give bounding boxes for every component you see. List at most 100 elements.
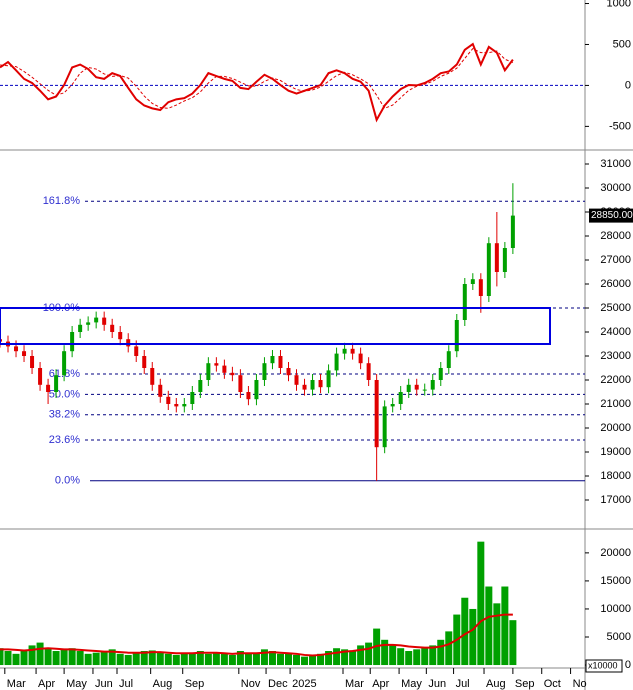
y-tick-label: 500 xyxy=(613,38,631,50)
candle-body xyxy=(326,370,331,388)
volume-bar xyxy=(4,651,12,666)
unit-box xyxy=(585,659,623,673)
volume-bar xyxy=(493,603,501,666)
volume-bar xyxy=(509,620,517,666)
y-tick-label: 20000 xyxy=(600,547,631,559)
candle-body xyxy=(374,380,379,448)
candle-body xyxy=(118,332,123,340)
volume-bar xyxy=(156,652,164,666)
fib-label: 0.0% xyxy=(55,475,80,487)
volume-bar xyxy=(333,648,341,666)
candle-body xyxy=(462,284,467,320)
volume-bar xyxy=(276,653,284,666)
volume-bar xyxy=(28,645,36,666)
volume-bar xyxy=(148,650,156,666)
volume-bar xyxy=(172,654,180,666)
candle-body xyxy=(126,339,131,347)
candle-body xyxy=(70,332,75,352)
volume-bar xyxy=(44,648,52,666)
volume-bar xyxy=(68,648,76,666)
y-tick-label: 0 xyxy=(625,79,631,91)
candle-body xyxy=(54,375,59,392)
candle-body xyxy=(294,375,299,385)
volume-bar xyxy=(341,649,349,666)
candle-body xyxy=(30,356,35,368)
candle-body xyxy=(310,380,315,390)
volume-bar xyxy=(36,642,44,666)
x-tick-label: Nov xyxy=(241,678,261,690)
y-tick-label: 10000 xyxy=(600,603,631,615)
candle-body xyxy=(366,363,371,380)
volume-bar xyxy=(52,651,60,666)
candle-body xyxy=(174,404,179,407)
candle-body xyxy=(254,380,259,400)
volume-ma xyxy=(0,613,513,657)
last-price-label: 28850.00 xyxy=(591,210,633,221)
candle-body xyxy=(414,384,419,390)
y-tick-label: 31000 xyxy=(600,158,631,170)
y-tick-label: 0 xyxy=(625,659,631,671)
volume-bar xyxy=(349,651,357,666)
candle-body xyxy=(150,368,155,385)
x-tick-label: Aug xyxy=(153,678,173,690)
fib-label: 38.2% xyxy=(49,409,80,421)
volume-bar xyxy=(413,649,421,666)
candle-body xyxy=(278,356,283,368)
x-tick-label: Dec xyxy=(268,678,288,690)
unit-label: x10000 xyxy=(588,660,618,670)
volume-bar xyxy=(461,597,469,666)
y-tick-label: 18000 xyxy=(600,470,631,482)
volume-bar xyxy=(12,653,20,666)
x-tick-label: May xyxy=(401,678,422,690)
candle-body xyxy=(134,346,139,356)
x-tick-label: Jun xyxy=(95,678,113,690)
candle-body xyxy=(222,365,227,373)
y-tick-label: 24000 xyxy=(600,326,631,338)
volume-bar xyxy=(309,654,317,666)
x-tick-label: Aug xyxy=(486,678,506,690)
y-tick-label: 21000 xyxy=(600,398,631,410)
y-tick-label: 27000 xyxy=(600,254,631,266)
candle-body xyxy=(14,346,19,352)
volume-bar xyxy=(164,653,172,666)
candle-body xyxy=(182,404,187,407)
candle-body xyxy=(486,243,491,296)
candle-body xyxy=(430,380,435,390)
candle-body xyxy=(166,396,171,404)
candle-body xyxy=(318,380,323,388)
volume-bar xyxy=(212,652,220,666)
volume-bar xyxy=(381,639,389,666)
candle-body xyxy=(502,248,507,272)
candle-body xyxy=(94,317,99,323)
volume-bar xyxy=(365,642,373,666)
volume-bar xyxy=(485,586,493,666)
y-tick-label: 22000 xyxy=(600,374,631,386)
volume-bar xyxy=(60,649,68,666)
y-tick-label: 26000 xyxy=(600,278,631,290)
candle-body xyxy=(390,404,395,407)
x-tick-label: Jul xyxy=(456,678,470,690)
x-tick-label: Jun xyxy=(428,678,446,690)
x-tick-label: 2025 xyxy=(292,678,316,690)
volume-bar xyxy=(188,652,196,666)
y-tick-label: 5000 xyxy=(607,631,631,643)
volume-bar xyxy=(421,648,429,666)
y-tick-label: -500 xyxy=(609,120,631,132)
candle-body xyxy=(470,279,475,284)
volume-bar xyxy=(76,651,84,666)
candle-body xyxy=(190,392,195,404)
last-price-box xyxy=(589,208,633,223)
volume-bar xyxy=(236,651,244,666)
volume-bar xyxy=(284,652,292,666)
volume-bar xyxy=(325,651,333,666)
x-tick-label: Jul xyxy=(119,678,133,690)
y-tick-label: 23000 xyxy=(600,350,631,362)
y-tick-label: 15000 xyxy=(600,575,631,587)
volume-bar xyxy=(293,654,301,666)
candle-body xyxy=(102,317,107,325)
x-tick-label: Oct xyxy=(544,678,561,690)
candle-body xyxy=(446,351,451,368)
candle-body xyxy=(302,384,307,390)
zone xyxy=(0,307,551,345)
